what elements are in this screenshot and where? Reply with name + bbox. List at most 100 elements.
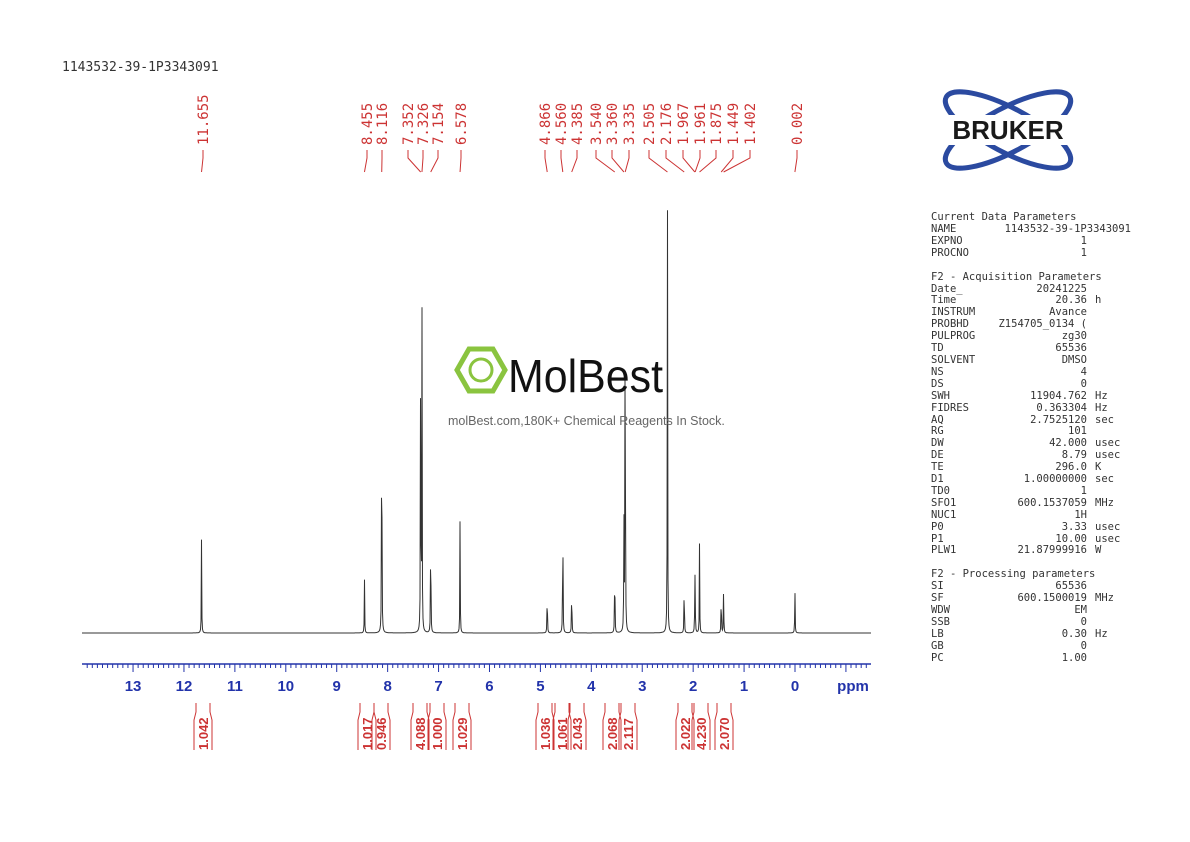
param-row: TD0 1	[931, 485, 1131, 498]
param-value: 1.00000000	[1023, 473, 1087, 486]
param-section-title: Current Data Parameters	[931, 211, 1077, 223]
param-key: Date_	[931, 282, 963, 295]
param-value: 10.00	[1055, 532, 1087, 545]
x-tick-label: 9	[333, 678, 341, 695]
param-unit: K	[1095, 461, 1102, 474]
param-key: PULPROG	[931, 330, 976, 343]
param-key: AQ	[931, 413, 944, 426]
peak-label: 4.560	[554, 103, 570, 145]
param-value: 1.00	[1061, 651, 1087, 664]
param-unit: W	[1095, 544, 1102, 557]
param-unit	[1095, 343, 1131, 355]
param-unit: h	[1095, 294, 1102, 307]
x-axis-label: ppm	[837, 678, 869, 695]
integral-value: 4.088	[413, 717, 428, 750]
param-key: TE	[931, 461, 944, 474]
peak-label: 4.385	[570, 103, 586, 145]
param-value: zg30	[1061, 330, 1087, 343]
param-unit: usec	[1095, 449, 1121, 462]
peak-leader	[648, 150, 668, 173]
param-unit	[1095, 641, 1131, 653]
param-unit	[1095, 355, 1131, 367]
param-unit: sec	[1095, 413, 1114, 426]
peak-leader	[682, 150, 696, 173]
integral-value: 2.068	[605, 717, 620, 750]
param-key: PC	[931, 651, 944, 664]
param-value: 42.000	[1049, 437, 1087, 450]
param-key: NUC1	[931, 508, 957, 521]
param-key: WDW	[931, 604, 950, 617]
peak-label: 2.505	[642, 103, 658, 145]
param-value: 21.87999916	[1017, 544, 1087, 557]
param-row: AQ 2.7525120 sec	[931, 413, 1131, 427]
integral-bracket	[618, 703, 638, 750]
param-unit	[1095, 653, 1131, 665]
x-tick-label: 7	[434, 678, 442, 695]
param-value: 4	[1080, 365, 1087, 378]
param-row: EXPNO 1	[931, 234, 1131, 248]
peak-label: 11.655	[196, 94, 212, 145]
param-unit	[1095, 248, 1131, 260]
spectrum-line	[82, 210, 871, 634]
param-unit	[1095, 236, 1131, 248]
integral-value: 2.022	[678, 717, 693, 750]
param-row: NUC1 1H	[931, 508, 1131, 522]
x-tick-label: 6	[485, 678, 493, 695]
peak-label: 1.961	[693, 103, 709, 145]
param-value: DMSO	[1061, 353, 1087, 366]
param-key: TD	[931, 342, 944, 355]
param-row: SI 65536	[931, 580, 1131, 593]
peak-label: 3.335	[622, 103, 638, 145]
param-key: Time	[931, 294, 957, 307]
peak-label: 7.326	[416, 103, 432, 145]
param-value: 0	[1080, 639, 1087, 652]
param-row: WDW EM	[931, 604, 1131, 617]
peak-label: 3.360	[605, 103, 621, 145]
peak-leader	[699, 150, 717, 173]
parameter-panel: Current Data Parameters NAME 1143532-39-1P…	[931, 211, 1131, 665]
param-row: NAME 1143532-39-1P3343091	[931, 222, 1131, 236]
peak-label: 2.176	[659, 103, 675, 145]
param-value: 11904.762	[1030, 389, 1087, 402]
param-row: DW 42.000 usec	[931, 437, 1131, 450]
integral-bracket	[691, 703, 711, 750]
peak-label: 7.154	[431, 103, 447, 145]
param-value: 296.0	[1055, 461, 1087, 474]
x-tick-label: 8	[383, 678, 391, 695]
sample-name: 1143532-39-1P3343091	[62, 60, 219, 75]
x-tick-label: 5	[536, 678, 544, 695]
param-key: SWH	[931, 389, 950, 402]
integral-bracket	[452, 703, 472, 750]
param-value: 20241225	[1036, 282, 1087, 295]
peak-label: 8.455	[360, 103, 376, 145]
param-key: GB	[931, 639, 944, 652]
param-key: P1	[931, 532, 944, 545]
peak-leader	[720, 150, 734, 173]
integral-value: 0.946	[374, 717, 389, 750]
param-row: LB 0.30 Hz	[931, 627, 1131, 641]
param-row: GB 0	[931, 639, 1131, 653]
param-row: Time 20.36 h	[931, 295, 1131, 307]
param-key: NAME	[931, 222, 957, 235]
param-unit: Hz	[1095, 389, 1108, 402]
param-row: PROCNO 1	[931, 246, 1131, 260]
peak-leader	[421, 150, 424, 173]
param-key: DS	[931, 377, 944, 390]
peak-leader	[560, 150, 564, 173]
watermark-tagline: molBest.com,180K+ Chemical Reagents In S…	[448, 414, 725, 428]
x-tick-label: 4	[587, 678, 596, 695]
peak-leader	[201, 150, 204, 173]
param-key: LB	[931, 627, 944, 640]
peak-leader	[430, 150, 439, 173]
param-unit: usec	[1095, 520, 1121, 533]
param-key: NS	[931, 365, 944, 378]
param-key: PROCNO	[931, 246, 969, 259]
param-key: RG	[931, 425, 944, 438]
param-value: 1143532-39-1P3343091	[1004, 222, 1131, 235]
param-section-current: Current Data Parameters NAME 1143532-39-1P…	[931, 211, 1131, 260]
param-key: DW	[931, 437, 944, 450]
param-value: 65536	[1055, 342, 1087, 355]
param-key: EXPNO	[931, 234, 963, 247]
param-section-title: F2 - Processing parameters	[931, 568, 1096, 581]
